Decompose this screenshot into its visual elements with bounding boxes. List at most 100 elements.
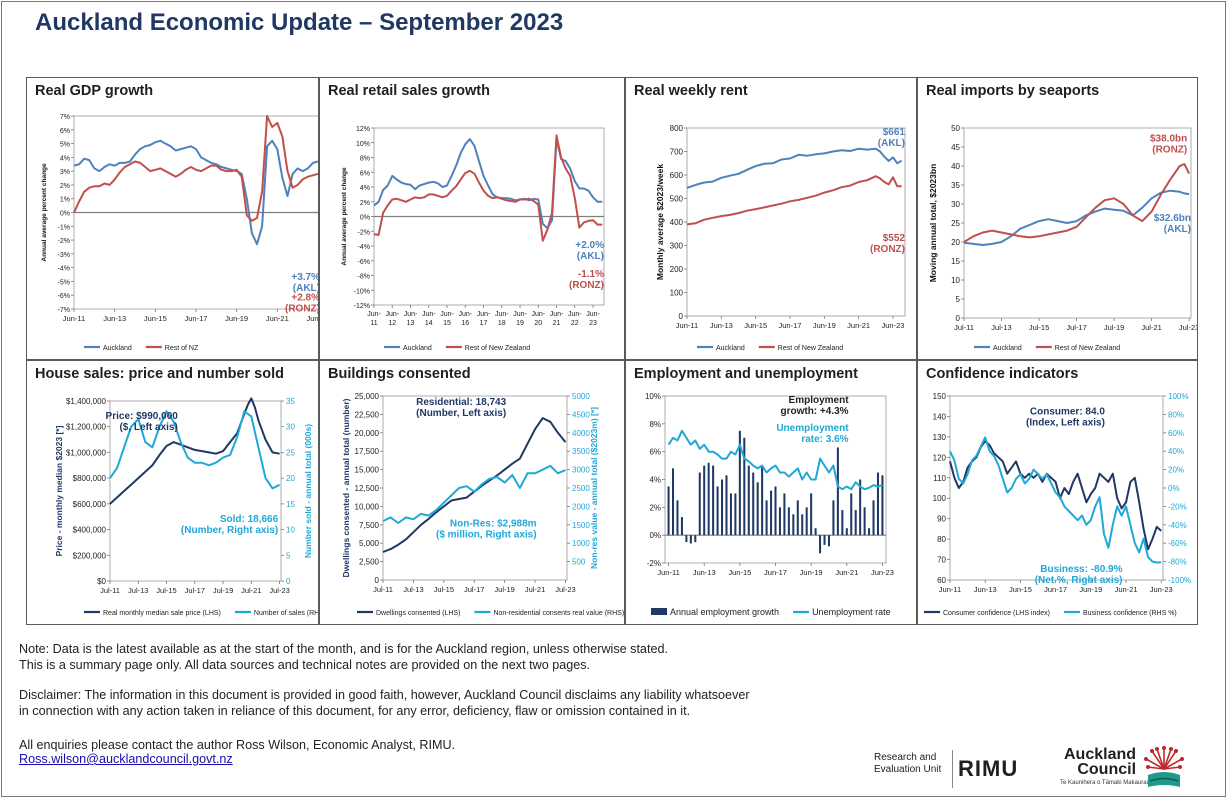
chart-title-retail: Real retail sales growth [328, 83, 490, 99]
disclaimer-line-2: in connection with any action taken in r… [19, 704, 691, 718]
x-tick-label: Jun-11 [939, 585, 961, 594]
chart-svg-employment: -2% 0% 2% 4% 6% 8% 10% Jun-11 Jun-13 Jun-15 Jun-17… [645, 392, 894, 617]
employment-growth-bar [876, 472, 879, 536]
auckland-council-logo: Auckland Council Te Kaunihera o Tāmaki M… [1058, 745, 1188, 793]
y-tick-label: 600 [670, 171, 684, 180]
chart-annotation: (Index, Left axis) [1026, 417, 1105, 428]
employment-growth-bar [783, 493, 786, 536]
x-tick-label: Jul-15 [1029, 323, 1049, 332]
y-axis-label: Annual average percent change [41, 163, 48, 262]
y-tick-label: 5,000 [359, 539, 380, 548]
chart-annotation: Sold: 18,666 [220, 514, 279, 525]
y-tick-label: $1,400,000 [66, 397, 107, 406]
chart-svg-house: $0 $200,000 $400,000 $600,000 $800,000 $1,000… [54, 397, 319, 617]
y-tick-label: 140 [933, 412, 947, 421]
chart-svg-retail: -12% -10% -8% -6% -4% -2% 0% 2% 4% 6% 8% 10% 12% Jun-… [341, 126, 605, 352]
employment-growth-bar [845, 528, 848, 536]
employment-growth-bar [765, 500, 768, 536]
x-tick-label: Jun- [477, 311, 491, 318]
employment-growth-bar [774, 486, 777, 536]
x-tick-label: Jun- [440, 311, 454, 318]
x-tick-label: Jul-21 [1141, 323, 1161, 332]
y-axis-label: Annual average percent change [341, 167, 348, 266]
employment-growth-bar [680, 517, 683, 536]
employment-growth-bar [743, 437, 746, 536]
council-name-line-2: Council [1077, 761, 1137, 778]
chart-annotation: $552 [883, 233, 906, 244]
x-tick-label: 13 [407, 320, 415, 327]
series-line-rest-of-new-zealand [373, 134, 603, 242]
y-tick-label: 1% [60, 197, 70, 204]
y2-tick-label: 3000 [572, 466, 590, 475]
y-tick-label: 6% [360, 170, 370, 177]
employment-growth-bar [698, 472, 701, 536]
y-tick-label: 4% [60, 155, 70, 162]
y-tick-label: 12% [356, 126, 370, 133]
employment-growth-bar [792, 514, 795, 536]
legend-label: Unemployment rate [812, 607, 891, 617]
chart-annotation: Residential: 18,743 [416, 397, 506, 408]
y-tick-label: 60 [937, 576, 946, 585]
x-tick-label: Jun-17 [779, 321, 802, 330]
x-tick-label: Jun-21 [835, 568, 858, 577]
employment-growth-bar [712, 465, 715, 536]
y-tick-label: 25 [951, 219, 960, 228]
x-tick-label: Jun-19 [225, 314, 248, 323]
y-tick-label: 800 [670, 124, 684, 133]
x-tick-label: Jun-17 [1044, 585, 1067, 594]
chart-annotation: Unemployment [776, 423, 849, 434]
plot-area [109, 400, 282, 582]
legend-label: Auckland [716, 345, 745, 352]
y-axis-label: Price - monthly median $2023 [*] [54, 425, 64, 556]
y-tick-label: 100 [670, 289, 684, 298]
series-line-auckland [686, 147, 903, 189]
y-tick-label: 150 [933, 392, 947, 401]
chart-panel-imports: Real imports by seaports 0 5 10 15 20 25 30 35 40… [917, 77, 1198, 360]
y-tick-label: 10% [645, 392, 661, 401]
y-tick-label: 6% [649, 448, 661, 457]
chart-annotation: Consumer: 84.0 [1030, 406, 1105, 417]
x-tick-label: Jun-13 [974, 585, 997, 594]
chart-annotation: (AKL) [577, 251, 604, 262]
chart-panel-employment: Employment and unemployment -2% 0% 2% 4% 6% 8%… [625, 360, 917, 625]
rimu-sub-line-2: Evaluation Unit [874, 764, 942, 775]
chart-panel-retail: Real retail sales growth -12% -10% -8% -6% -4… [319, 77, 625, 360]
chart-annotation: +2.0% [575, 240, 604, 251]
y-tick-label: 5% [60, 142, 70, 149]
chart-annotation: (Number, Right axis) [181, 525, 278, 536]
chart-annotation: rate: 3.6% [801, 434, 848, 445]
y2-tick-label: 5000 [572, 392, 590, 401]
x-tick-label: Jul-21 [525, 585, 545, 594]
legend-label: Auckland [103, 345, 132, 352]
x-tick-label: Jul-17 [464, 585, 484, 594]
employment-growth-bar [734, 493, 737, 536]
employment-growth-bar [778, 507, 781, 536]
legend-label: Annual employment growth [670, 607, 779, 617]
y-tick-label: $600,000 [73, 500, 107, 509]
employment-growth-bar [725, 475, 728, 536]
series-line-consumer-confidence-lhs-index- [949, 440, 1162, 551]
legend-label: Number of sales (RHS) [254, 610, 319, 617]
employment-growth-bar [707, 462, 710, 536]
x-tick-label: Jun-23 [871, 568, 894, 577]
chart-svg-gdp: -7% -6% -5% -4% -3% -2% -1% 0% 1% 2% 3% 4% 5% 6% 7% Jun… [41, 114, 318, 352]
y2-tick-label: 35 [286, 397, 295, 406]
legend-label: Consumer confidence (LHS index) [943, 610, 1050, 617]
x-tick-label: 17 [480, 320, 488, 327]
employment-growth-bar [863, 507, 866, 536]
y-tick-label: -4% [358, 244, 370, 251]
y-tick-label: 10% [356, 141, 370, 148]
employment-growth-bar [787, 507, 790, 536]
rimu-logo: Research and Evaluation Unit RIMU [874, 747, 1034, 791]
y2-tick-label: 4000 [572, 429, 590, 438]
y-tick-label: 25,000 [355, 392, 380, 401]
chart-annotation: (Net %, Right axis) [1035, 575, 1123, 586]
y-tick-label: 10,000 [355, 502, 380, 511]
y-tick-label: $800,000 [73, 474, 107, 483]
contact-email-link[interactable]: Ross.wilson@aucklandcouncil.govt.nz [19, 752, 233, 766]
legend-label: Auckland [993, 345, 1022, 352]
y-tick-label: -2% [647, 559, 661, 568]
x-tick-label: 16 [461, 320, 469, 327]
chart-annotation: (RONZ) [569, 280, 604, 291]
y-tick-label: 2,500 [359, 558, 380, 567]
